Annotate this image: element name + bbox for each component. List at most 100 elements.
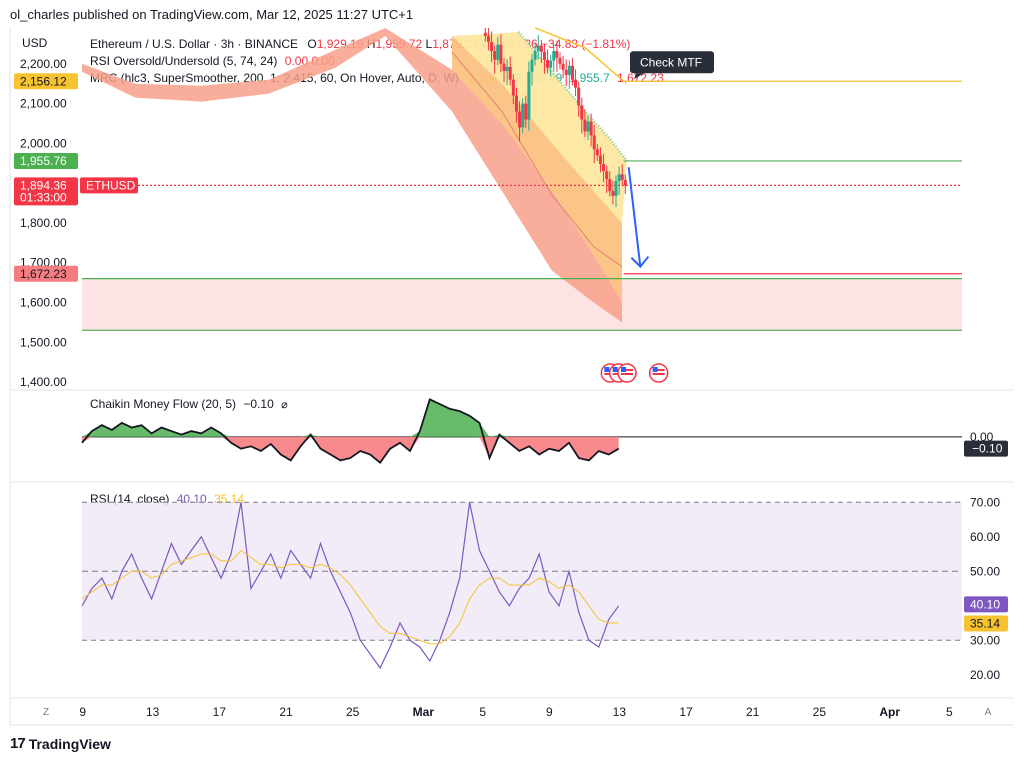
candle-body <box>552 51 556 61</box>
rsi-axis-label: 20.00 <box>970 668 1000 682</box>
price-badge <box>14 152 78 169</box>
time-axis-label: 13 <box>613 705 627 719</box>
time-axis-label: Mar <box>413 705 435 719</box>
time-axis-label: 21 <box>279 705 293 719</box>
candle-body <box>549 60 553 68</box>
cmf-value: −0.10 <box>243 397 274 411</box>
rsi-label[interactable]: RSI (14, close) <box>90 492 170 506</box>
ohlc-low: 1,879.22 <box>432 37 479 51</box>
rsi-ma-badge-value: 35.14 <box>970 617 1000 631</box>
legend-mrc-row: MRC (hlc3, SuperSmoother, 200, 1, 2.415,… <box>90 71 664 85</box>
us-flag-stripe <box>612 373 625 375</box>
cmf-legend: Chaikin Money Flow (20, 5) −0.10 ⌀ <box>90 397 288 411</box>
us-flag-event-icon <box>600 363 621 383</box>
candle-body <box>620 174 624 180</box>
cmf-label[interactable]: Chaikin Money Flow (20, 5) <box>90 397 237 411</box>
rsi-badge <box>964 596 1008 613</box>
candle-body <box>558 57 562 64</box>
us-flag-event-icon <box>608 363 629 383</box>
rsi-ma-line <box>81 549 619 645</box>
price-badge-value: 2,156.12 <box>20 74 67 88</box>
currency-label: USD <box>22 36 48 50</box>
cmf-negative-area <box>82 436 619 463</box>
time-axis-label: 5 <box>946 705 953 719</box>
candle-body <box>617 174 621 182</box>
time-axis-label: 17 <box>679 705 693 719</box>
us-flag-stripe <box>652 369 665 371</box>
candle-body <box>583 119 587 132</box>
us-flag-canton <box>612 367 618 372</box>
price-axis-label: 1,500.00 <box>20 335 67 349</box>
check-mtf-label: Check MTF <box>640 55 702 69</box>
candle-body <box>493 51 497 60</box>
candle-body <box>546 59 550 68</box>
legend-symbol[interactable]: Ethereum / U.S. Dollar · 3h · BINANCE <box>90 37 299 51</box>
arrow-head-icon <box>630 256 650 269</box>
price-badge <box>14 265 78 282</box>
price-axis-label: 2,000.00 <box>20 136 67 150</box>
price-axis-label: 1,700.00 <box>20 256 67 270</box>
candle-body <box>608 179 612 192</box>
price-badge-value: 1,955.76 <box>20 154 67 168</box>
zoom-z-button[interactable]: Z <box>42 706 50 718</box>
candle-body <box>530 59 534 72</box>
rsi-axis-label: 30.00 <box>970 633 1000 647</box>
ohlc-close-key: C <box>482 37 491 51</box>
mrc-mean-green-line <box>517 31 629 162</box>
price-badge <box>14 73 78 90</box>
candle-body <box>577 87 581 106</box>
time-axis-label: 13 <box>146 705 160 719</box>
us-flag-event-icon <box>648 363 669 383</box>
cmf-zero-label: 0.00 <box>970 430 994 444</box>
time-axis-label: 21 <box>746 705 760 719</box>
cmf-badge <box>964 440 1008 457</box>
candle-body <box>592 135 596 150</box>
legend-rsi-ou-row: RSI Oversold/Undersold (5, 74, 24) 0.00 … <box>90 54 335 68</box>
ohlc-open: 1,929.19 <box>316 37 364 51</box>
candle-body <box>598 155 602 165</box>
candle-body <box>605 171 609 180</box>
rsi-ma-badge <box>964 615 1008 632</box>
ohlc-high: 1,959.72 <box>375 37 423 51</box>
candle-body <box>586 121 590 132</box>
mrc-val-3: 1,955.7 <box>569 71 610 85</box>
symbol-tag <box>80 177 138 194</box>
price-badge <box>14 177 78 206</box>
us-flag-event-icon <box>617 363 637 383</box>
tradingview-logo-icon: 17 <box>10 735 26 752</box>
candle-body <box>595 149 599 156</box>
ohlc-open-key: O <box>307 37 317 51</box>
candle-body <box>514 95 518 112</box>
candle-body <box>614 181 618 196</box>
hide-eye-icon[interactable]: ⌀ <box>281 399 288 411</box>
support-zone <box>82 278 962 331</box>
rsi-badge-value: 40.10 <box>970 597 1000 611</box>
us-flag-canton <box>652 367 658 372</box>
candle-body <box>533 51 537 60</box>
us-flag-canton <box>604 367 610 372</box>
legend-rsi-ou[interactable]: RSI Oversold/Undersold (5, 74, 24) <box>90 54 278 68</box>
rsi-band-fill <box>82 502 962 641</box>
mrc-val-1: 2,156.1 <box>468 71 509 85</box>
us-flag-stripe <box>621 373 633 375</box>
candle-body <box>483 32 487 36</box>
time-axis-label: 9 <box>546 705 553 719</box>
legend-symbol-row: Ethereum / U.S. Dollar · 3h · BINANCE O1… <box>90 37 630 51</box>
publisher-line: ol_charles published on TradingView.com,… <box>10 7 414 22</box>
candle-body <box>602 164 606 172</box>
rsi-value: 40.10 <box>176 492 207 506</box>
check-mtf-callout <box>630 51 714 74</box>
price-badge-value: 1,672.23 <box>20 267 67 281</box>
legend-mrc[interactable]: MRC (hlc3, SuperSmoother, 200, 1, 2.415,… <box>90 71 459 85</box>
cmf-badge-value: −0.10 <box>972 442 1003 456</box>
auto-scale-button[interactable]: A <box>984 706 992 718</box>
time-axis-label: 9 <box>79 705 86 719</box>
mrc-val-2: 2,356.49 <box>515 71 563 85</box>
us-flag-stripe <box>621 369 633 371</box>
candle-body <box>580 105 584 120</box>
projection-arrow <box>627 167 642 267</box>
symbol-tag-label: ETHUSD <box>86 178 136 192</box>
candle-body <box>521 103 525 128</box>
price-badge-countdown: 01:33:00 <box>20 190 67 204</box>
